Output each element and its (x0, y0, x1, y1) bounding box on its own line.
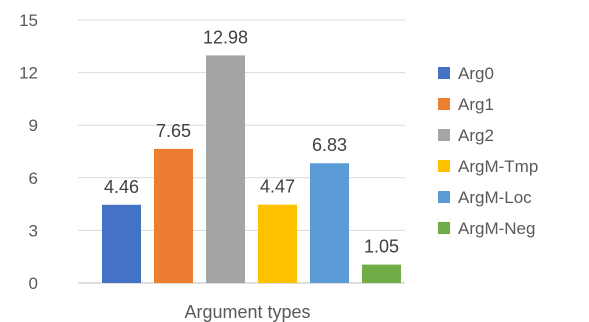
y-tick-label: 15 (19, 11, 38, 30)
x-axis-label: Argument types (184, 302, 310, 322)
y-tick-label: 3 (29, 221, 38, 240)
data-label: 4.46 (104, 177, 139, 197)
bar-argm-neg (362, 264, 401, 283)
bar-arg1 (154, 148, 193, 283)
data-labels: 4.46 7.65 12.98 4.47 6.83 1.05 (104, 27, 399, 256)
bar-arg2 (206, 55, 245, 284)
y-axis-ticks: 0 3 6 9 12 15 (19, 11, 38, 293)
legend-swatch (438, 160, 450, 172)
legend-label: Arg1 (458, 95, 494, 114)
bar-argm-tmp (258, 204, 297, 283)
legend-swatch (438, 67, 450, 79)
bars (102, 55, 401, 284)
y-tick-label: 12 (19, 64, 38, 83)
y-tick-label: 6 (29, 169, 38, 188)
legend-label: Arg2 (458, 126, 494, 145)
legend-swatch (438, 222, 450, 234)
legend-label: Arg0 (458, 64, 494, 83)
bar-arg0 (102, 204, 141, 283)
legend-label: ArgM-Tmp (458, 157, 538, 176)
legend: Arg0 Arg1 Arg2 ArgM-Tmp ArgM-Loc ArgM-Neg (438, 64, 538, 238)
legend-swatch (438, 191, 450, 203)
legend-swatch (438, 98, 450, 110)
data-label: 6.83 (312, 135, 347, 155)
legend-label: ArgM-Neg (458, 219, 535, 238)
bar-argm-loc (310, 163, 349, 283)
data-label: 7.65 (156, 121, 191, 141)
data-label: 4.47 (260, 177, 295, 197)
data-label: 12.98 (203, 27, 248, 47)
data-label: 1.05 (364, 237, 399, 257)
legend-label: ArgM-Loc (458, 188, 532, 207)
y-tick-label: 9 (29, 116, 38, 135)
legend-swatch (438, 129, 450, 141)
y-tick-label: 0 (29, 274, 38, 293)
